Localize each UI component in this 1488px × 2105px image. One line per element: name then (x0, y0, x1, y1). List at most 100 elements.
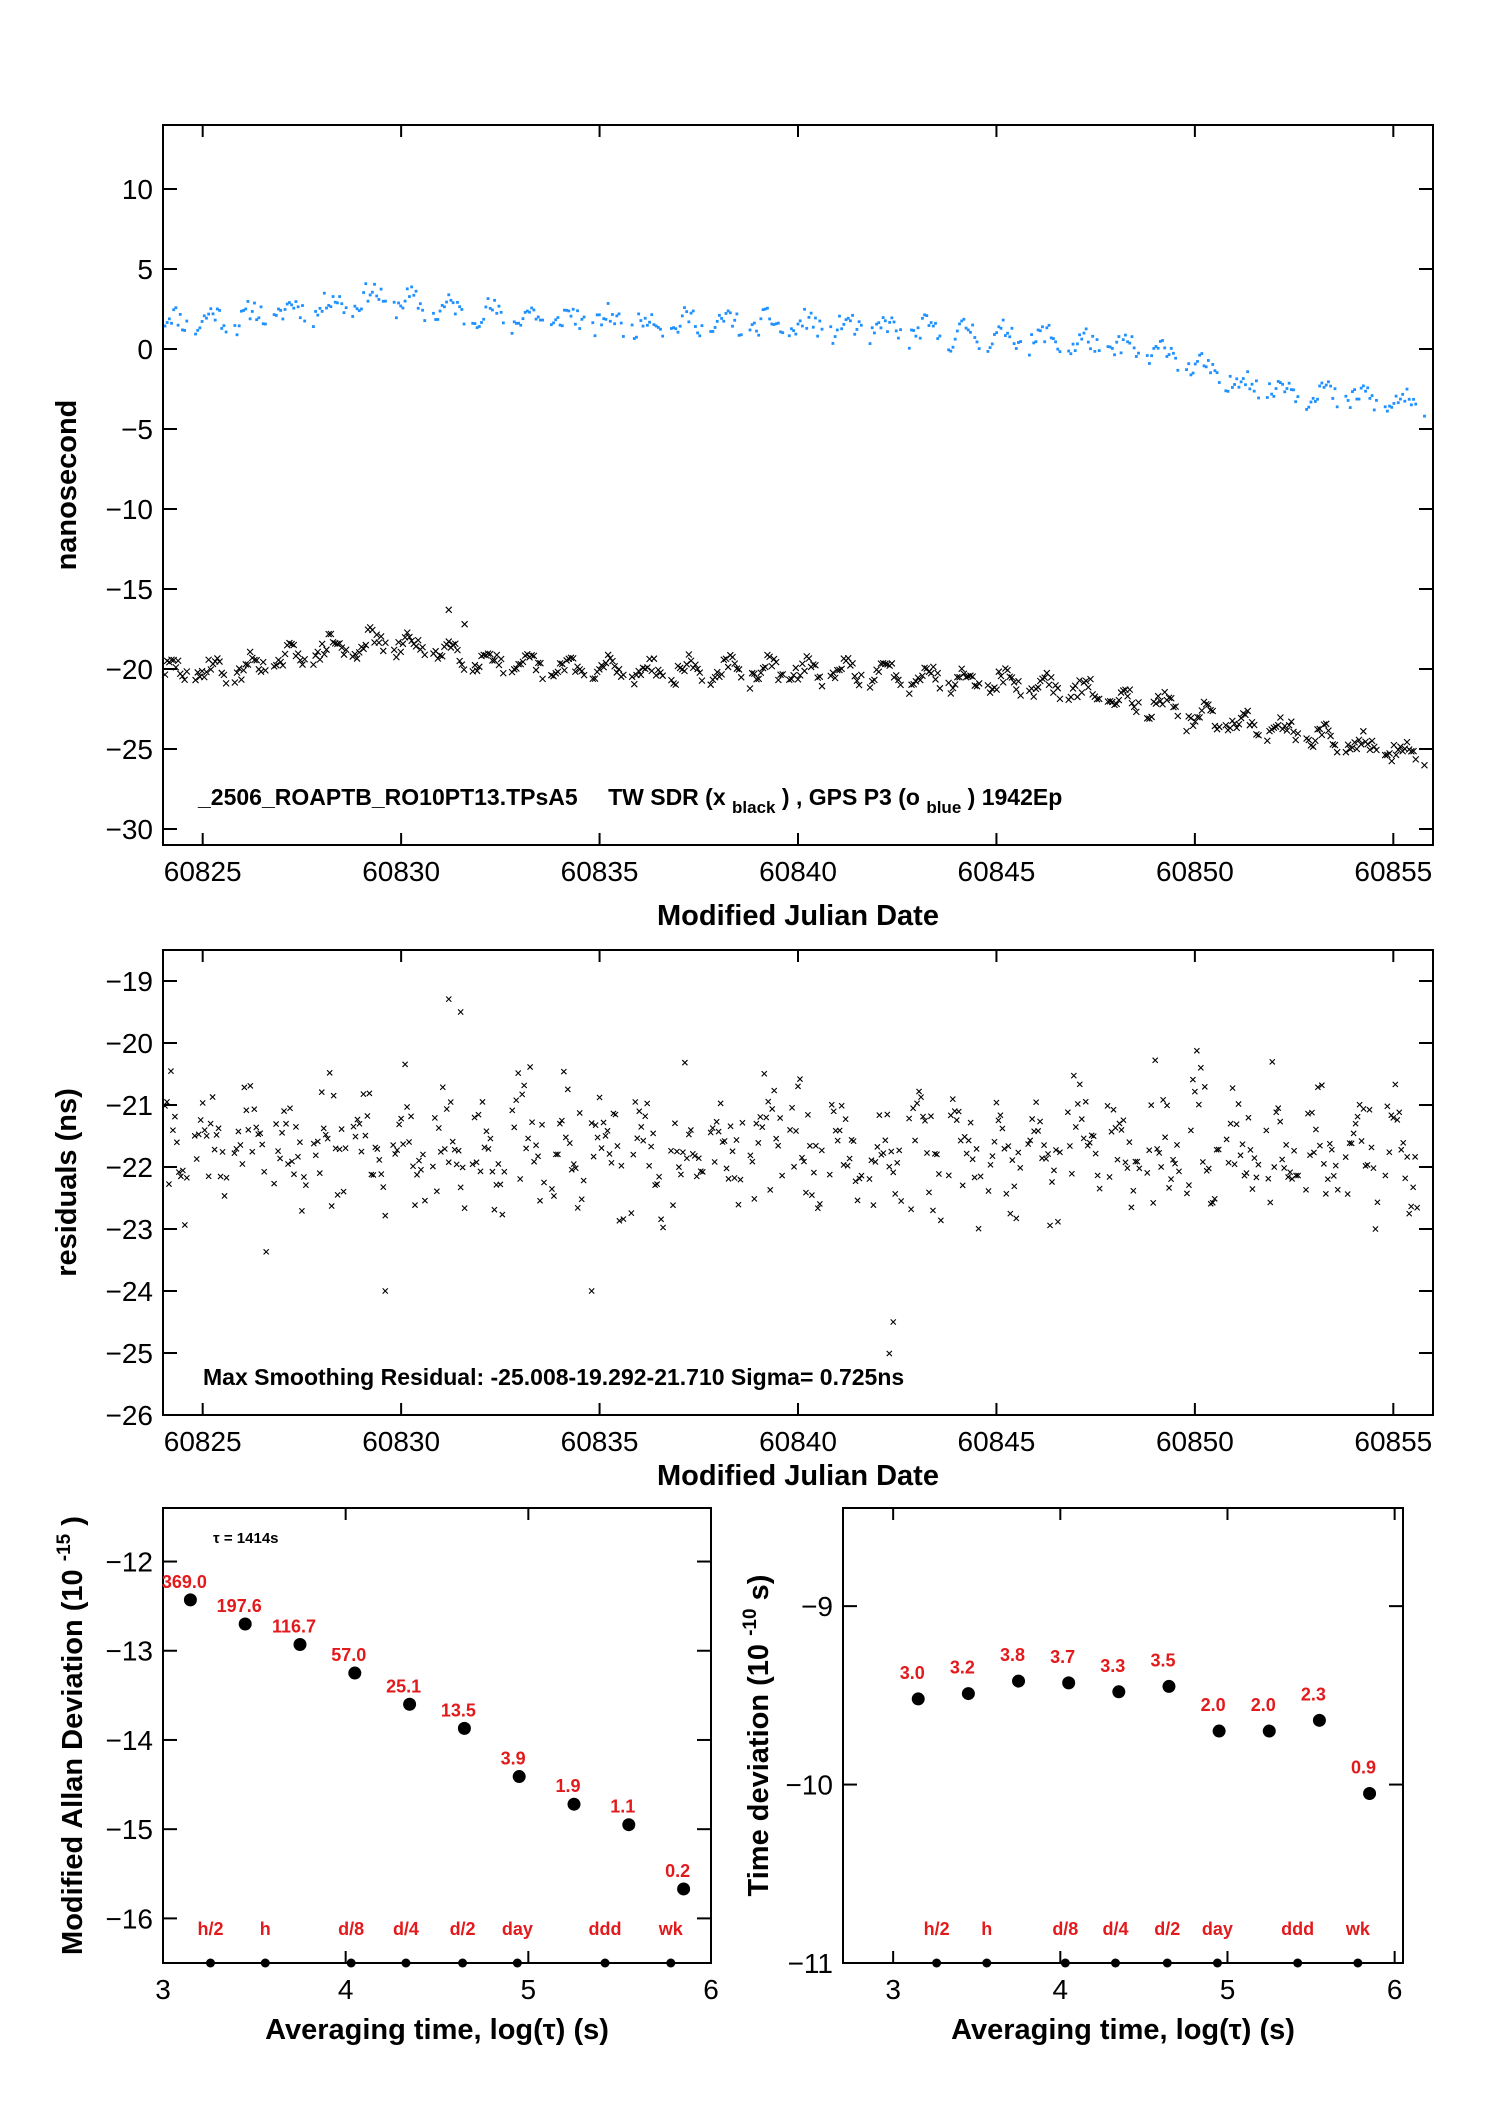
gps-point (656, 326, 660, 329)
residual-point (364, 1112, 371, 1119)
gps-point (1174, 356, 1178, 360)
gps-point (408, 295, 411, 298)
gps-point (421, 308, 424, 312)
y-axis-ticks: −19 −20 −21 −22 −23 −24 −25 −26 (106, 966, 1433, 1431)
gps-point (648, 320, 651, 324)
tw-point (1204, 701, 1212, 709)
deviation-value-label: 197.6 (217, 1596, 262, 1616)
residual-point (435, 1124, 442, 1131)
residual-point (806, 1142, 813, 1149)
y-axis-title-exponent: -15 (54, 1533, 75, 1561)
residual-point (884, 1111, 891, 1118)
gps-point (248, 317, 252, 321)
tw-point (519, 658, 527, 666)
tw-point (1054, 684, 1062, 692)
residual-point (1005, 1143, 1012, 1150)
gps-point (1137, 351, 1140, 355)
gps-point (436, 318, 440, 321)
residual-point (1187, 1127, 1194, 1134)
residual-point (525, 1135, 532, 1142)
gps-point (1294, 400, 1298, 404)
y-tick-label: −21 (106, 1090, 154, 1121)
tw-point (812, 661, 819, 669)
tw-point (1211, 722, 1219, 730)
y-axis-ticks: 10 5 0 −5 −10 −15 −20 −25 −30 (106, 174, 1433, 845)
residual-point (1128, 1204, 1135, 1211)
tw-point (561, 666, 568, 674)
residual-point (870, 1202, 877, 1209)
residual-point (215, 1125, 222, 1132)
tw-point (314, 648, 322, 656)
gps-point (805, 326, 809, 330)
tw-point (657, 669, 664, 676)
gps-point (1324, 383, 1328, 387)
y-tick-label: −30 (106, 814, 154, 845)
tw-point (1174, 712, 1182, 720)
residual-point (1090, 1133, 1097, 1140)
tw-point (908, 681, 915, 689)
residual-point (1310, 1149, 1317, 1156)
gps-point (958, 322, 961, 326)
tw-point (253, 656, 261, 664)
gps-point (1047, 323, 1051, 327)
gps-point (279, 308, 283, 312)
residual-point (620, 1216, 627, 1223)
residual-point (1328, 1146, 1335, 1153)
residual-point (1150, 1199, 1157, 1206)
tw-point (1397, 743, 1404, 750)
gps-point (418, 302, 422, 306)
residual-point (775, 1142, 782, 1149)
gps-point (239, 309, 243, 313)
tw-point (1015, 677, 1022, 685)
gps-point (445, 300, 448, 304)
residual-point (739, 1119, 746, 1126)
residual-point (1068, 1170, 1075, 1177)
x-tick-label: 60825 (164, 1426, 242, 1457)
gps-point (1287, 381, 1291, 385)
tw-point (1187, 714, 1195, 722)
gps-point (595, 313, 599, 317)
tw-point (1290, 728, 1297, 736)
tw-point (1320, 721, 1328, 728)
gps-point (473, 322, 477, 326)
gps-point (1128, 341, 1132, 345)
gps-point (488, 306, 492, 310)
tw-point (628, 673, 636, 681)
tw-point (181, 676, 189, 684)
residual-point (767, 1186, 774, 1193)
gps-point (1189, 373, 1193, 377)
interval-marker-label: d/4 (1102, 1919, 1128, 1939)
y-axis-title-exponent: -10 (740, 1608, 761, 1635)
residual-point (1122, 1159, 1129, 1166)
residual-point (417, 1166, 424, 1173)
gps-point (766, 306, 769, 310)
gps-point (571, 307, 575, 311)
residual-point (378, 1171, 385, 1178)
tw-point (537, 659, 544, 667)
gps-point (1409, 403, 1413, 407)
residual-point (1368, 1144, 1375, 1151)
tw-point (281, 650, 289, 658)
tw-point (971, 682, 979, 689)
gps-point (1049, 336, 1053, 340)
residual-point (1352, 1120, 1359, 1127)
residual-point (298, 1207, 305, 1214)
gps-point (532, 308, 536, 312)
residual-point (971, 1174, 978, 1181)
residual-point (987, 1161, 994, 1168)
tw-legend-subscript: black (732, 798, 776, 817)
residual-point (316, 1170, 323, 1177)
residual-point (219, 1148, 226, 1155)
tw-point (1270, 724, 1278, 732)
gps-point (198, 326, 202, 330)
tw-point (713, 668, 721, 676)
gps-point (290, 303, 293, 307)
x-tick-label: 60840 (759, 856, 837, 887)
gps-point (375, 294, 379, 298)
residual-point (195, 1131, 202, 1138)
gps-point (1357, 397, 1361, 401)
tw-point (580, 671, 588, 679)
tw-point (286, 639, 293, 647)
tw-point (1039, 675, 1046, 683)
tw-point (554, 668, 562, 676)
